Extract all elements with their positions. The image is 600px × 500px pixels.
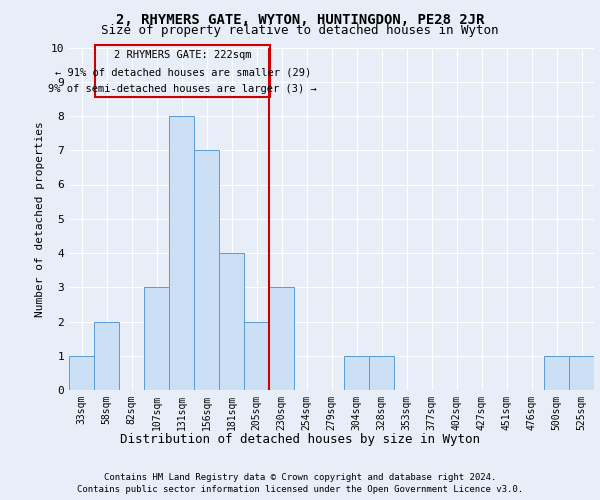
- Bar: [169, 116, 194, 390]
- Text: 2, RHYMERS GATE, WYTON, HUNTINGDON, PE28 2JR: 2, RHYMERS GATE, WYTON, HUNTINGDON, PE28…: [116, 12, 484, 26]
- Bar: [95, 45, 270, 97]
- Text: 2 RHYMERS GATE: 222sqm: 2 RHYMERS GATE: 222sqm: [114, 50, 251, 60]
- Y-axis label: Number of detached properties: Number of detached properties: [35, 121, 45, 316]
- Bar: [69, 356, 94, 390]
- Bar: [194, 150, 219, 390]
- Text: Size of property relative to detached houses in Wyton: Size of property relative to detached ho…: [101, 24, 499, 37]
- Bar: [569, 356, 594, 390]
- Bar: [344, 356, 369, 390]
- Text: Contains public sector information licensed under the Open Government Licence v3: Contains public sector information licen…: [77, 485, 523, 494]
- Bar: [94, 322, 119, 390]
- Bar: [244, 322, 269, 390]
- Bar: [219, 253, 244, 390]
- Text: ← 91% of detached houses are smaller (29): ← 91% of detached houses are smaller (29…: [55, 68, 311, 78]
- Bar: [269, 287, 294, 390]
- Text: Contains HM Land Registry data © Crown copyright and database right 2024.: Contains HM Land Registry data © Crown c…: [104, 472, 496, 482]
- Bar: [369, 356, 394, 390]
- Text: Distribution of detached houses by size in Wyton: Distribution of detached houses by size …: [120, 432, 480, 446]
- Bar: [544, 356, 569, 390]
- Bar: [144, 287, 169, 390]
- Text: 9% of semi-detached houses are larger (3) →: 9% of semi-detached houses are larger (3…: [49, 84, 317, 94]
